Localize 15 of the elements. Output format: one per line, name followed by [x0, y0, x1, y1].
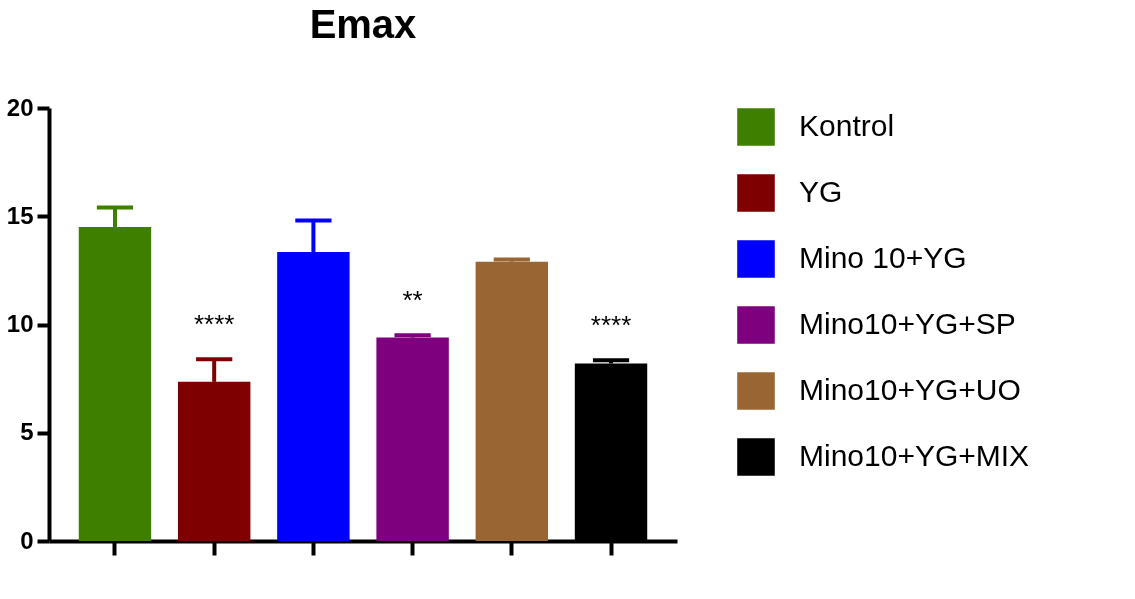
y-tick-label: 5: [20, 418, 34, 446]
legend-label: YG: [799, 175, 843, 208]
legend-label: Kontrol: [799, 109, 895, 142]
y-tick-label: 10: [6, 310, 34, 337]
data-label: **: [402, 285, 423, 316]
chart-title: Emax: [309, 2, 417, 46]
y-tick-label: 15: [6, 201, 34, 229]
legend-label: Mino10+YG+MIX: [799, 439, 1030, 472]
y-tick-label: 20: [6, 93, 34, 121]
legend-label: Mino 10+YG: [799, 241, 967, 274]
legend-label: Mino10+YG+UO: [799, 373, 1021, 406]
data-label: ****: [193, 309, 235, 340]
data-label: ****: [590, 310, 632, 341]
y-tick-label: 0: [20, 526, 34, 554]
legend-label: Mino10+YG+SP: [799, 307, 1016, 340]
